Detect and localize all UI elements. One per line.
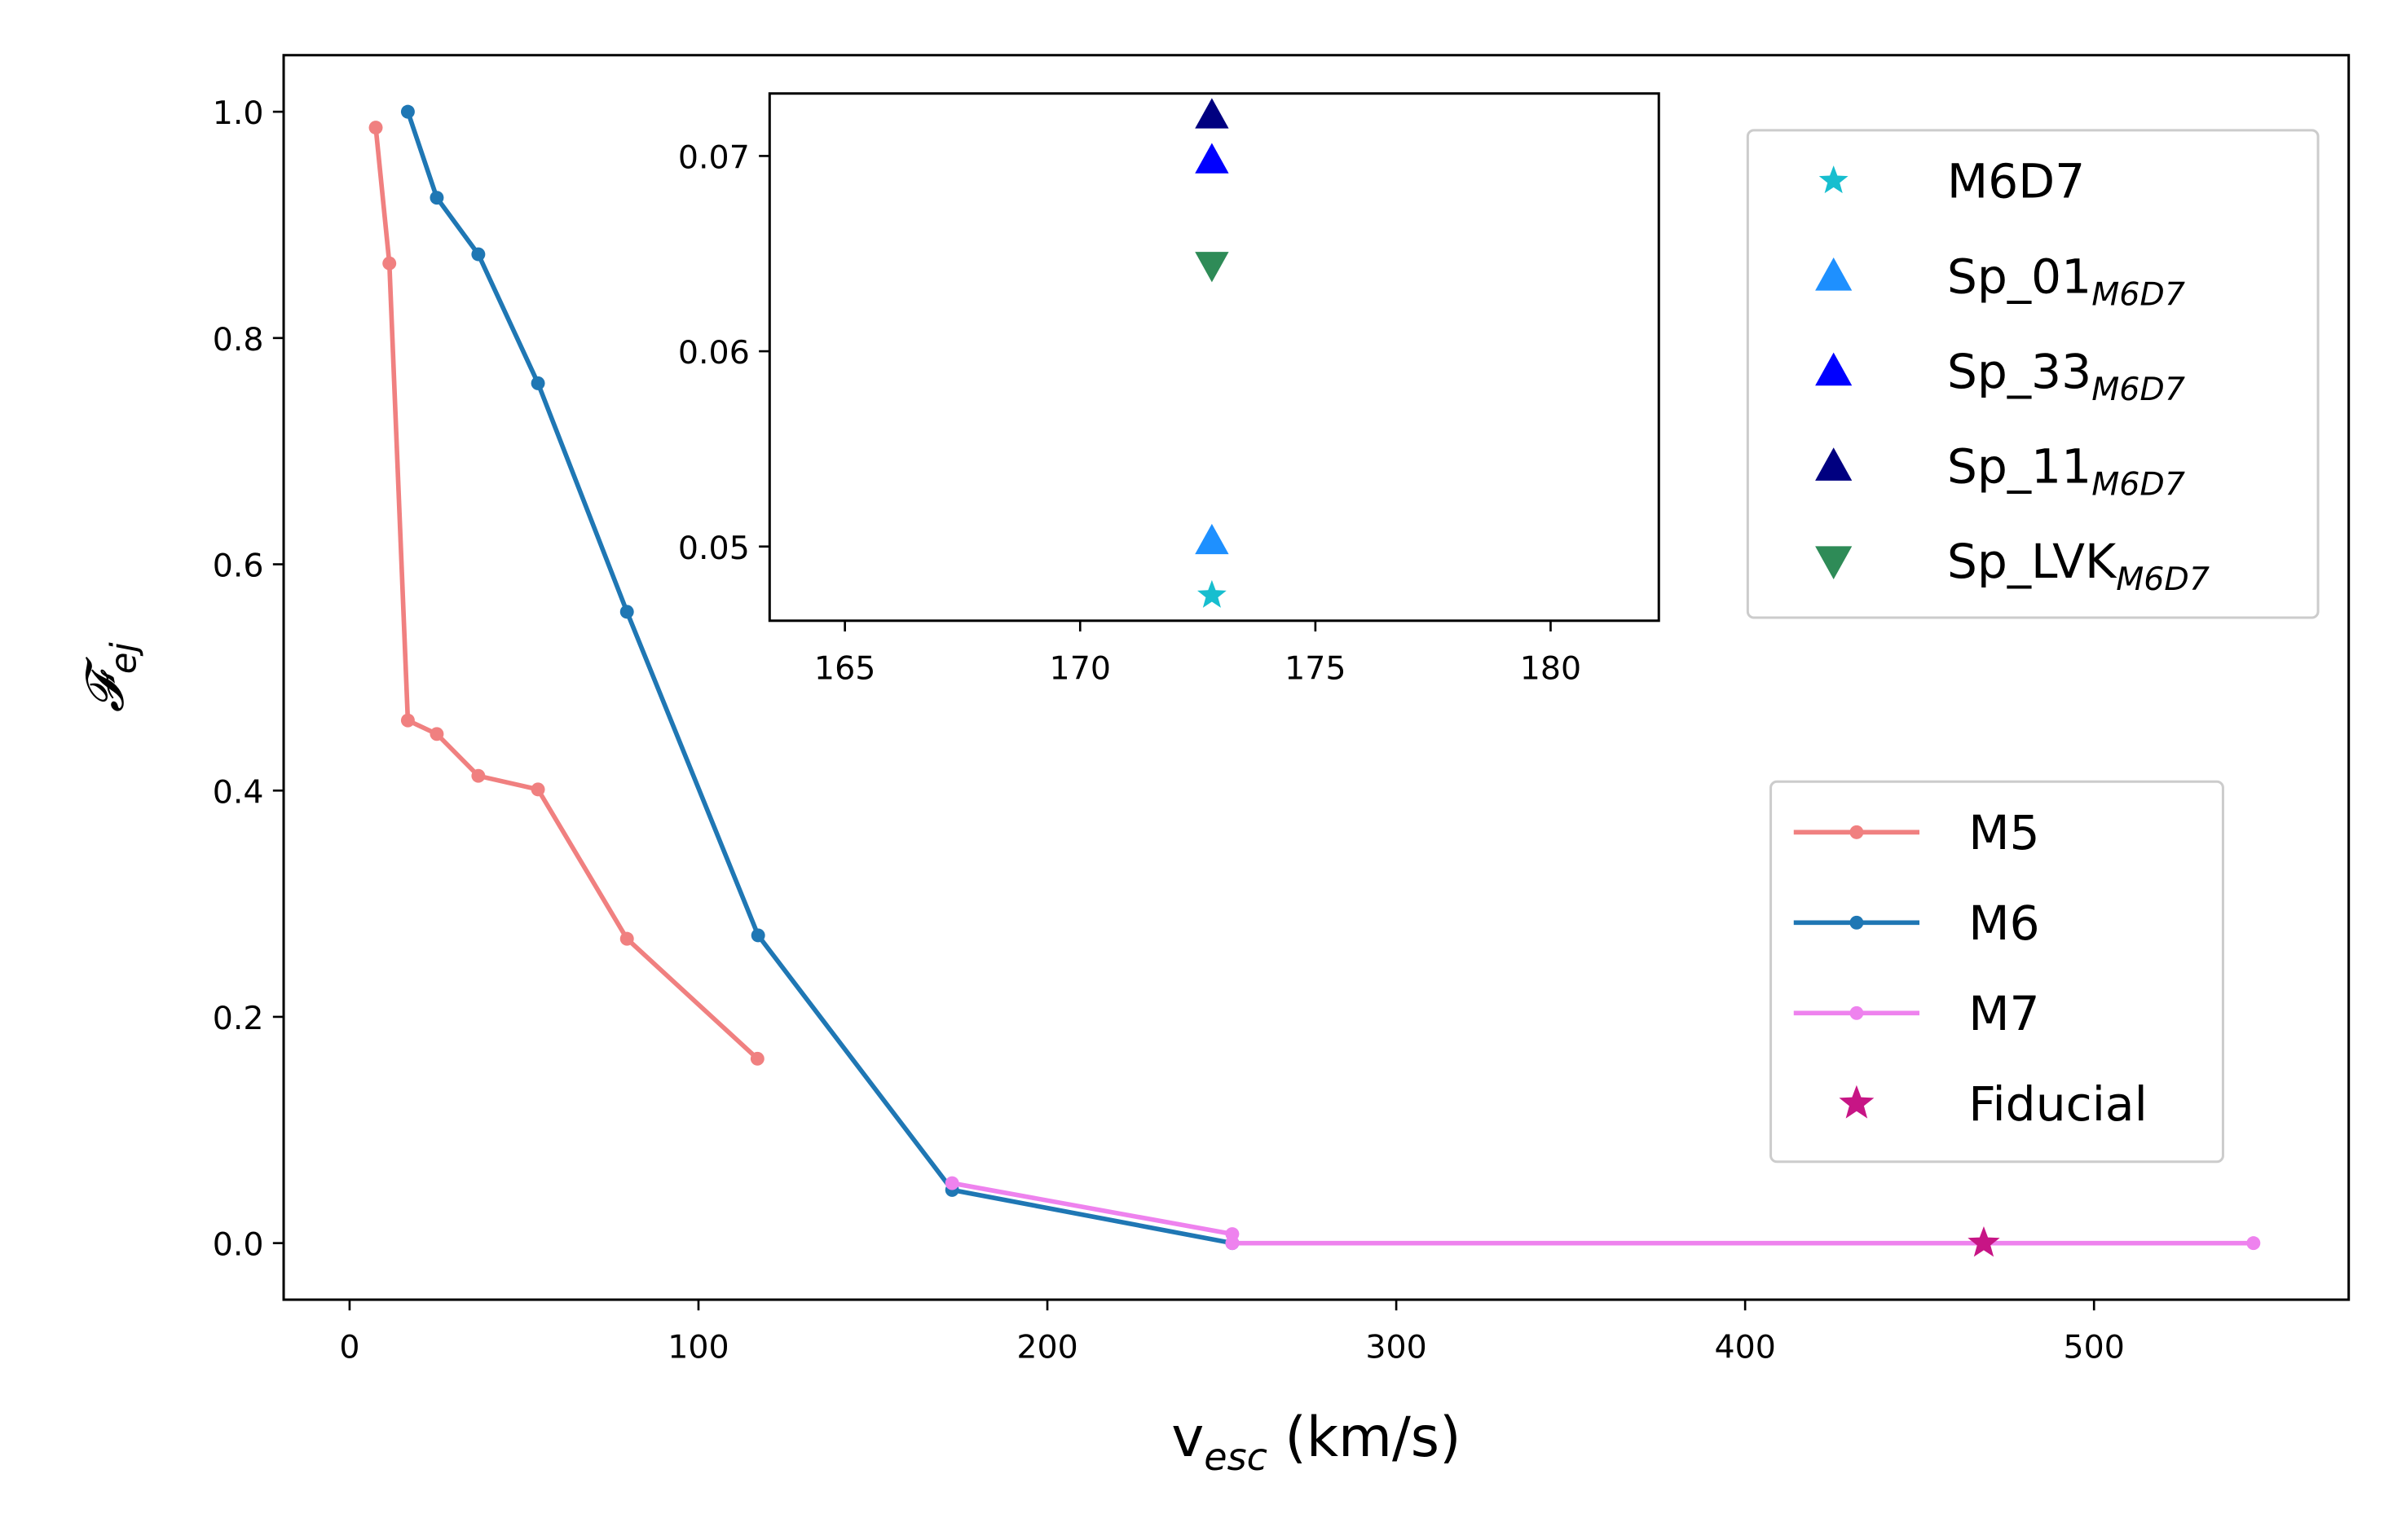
legend-label: Sp_01M6D7 [1947,249,2185,313]
legend-marker [1849,915,1864,930]
data-point [1195,143,1229,174]
legend-marker [1815,352,1853,386]
legend-label-sub: M6D7 [2116,561,2210,598]
data-point [2246,1236,2261,1251]
x-tick-label: 165 [814,649,875,687]
data-point [945,1176,959,1190]
data-point [400,713,415,728]
legend-label: Sp_11M6D7 [1947,439,2185,504]
legend-label-main: Sp_33 [1947,344,2091,399]
data-point [1195,252,1229,283]
data-point [531,376,545,390]
y-tick-label: 1.0 [213,95,264,132]
y-tick-label: 0.0 [213,1226,264,1264]
legend-label-sub: M6D7 [2091,371,2185,408]
legend-label: M6D7 [1947,154,2085,209]
x-tick-label: 500 [2064,1329,2125,1366]
x-tick-label: 300 [1365,1329,1426,1366]
y-tick-label: 0.8 [213,321,264,359]
legend-label-main: M6D7 [1947,154,2085,209]
data-point [531,782,545,797]
data-point [1197,579,1227,608]
legend-marker [1818,165,1849,194]
x-axis-label: vesc (km/s) [1171,1405,1461,1479]
legend-marker [1815,447,1853,481]
legend-label-sub: M6D7 [2091,275,2185,313]
y-axis-label: 𝓕ej [76,641,145,712]
legend-label-main: Fiducial [1968,1076,2148,1132]
legend-label: M6 [1968,895,2039,951]
legend-label: Sp_LVKM6D7 [1947,534,2210,598]
x-axis-label-sub: esc [1204,1435,1267,1479]
legend-label-main: M7 [1968,986,2039,1041]
legend-label-main: Sp_01 [1947,249,2091,304]
y-tick-label: 0.2 [213,1000,264,1037]
data-point [400,104,415,119]
series-line [405,111,1233,1246]
y-axis-label-sub: ej [104,641,145,674]
data-point [1968,1225,2000,1257]
x-tick-label: 0 [339,1329,359,1366]
data-point [1225,1236,1240,1251]
x-tick-label: 175 [1285,649,1346,687]
data-point [382,256,397,271]
legend [1746,129,2320,619]
x-tick-label: 400 [1714,1329,1775,1366]
data-point [368,121,383,135]
legend-marker [1815,546,1853,580]
data-point [1195,98,1229,129]
legend-label: Sp_33M6D7 [1947,344,2185,408]
y-tick-label: 0.6 [213,548,264,585]
data-point [471,768,486,783]
legend-label: Fiducial [1968,1076,2148,1132]
x-axis-label-suffix: (km/s) [1267,1405,1461,1469]
legend-marker [1849,1005,1864,1020]
legend-label-sub: M6D7 [2091,466,2185,504]
data-point [619,931,634,946]
legend-label: M5 [1968,805,2039,860]
data-point [619,605,634,619]
x-tick-label: 180 [1520,649,1581,687]
legend-label-main: Sp_11 [1947,439,2091,495]
legend-label-main: M6 [1968,895,2039,951]
x-tick-label: 200 [1016,1329,1077,1366]
x-tick-label: 170 [1050,649,1111,687]
legend-label: M7 [1968,986,2039,1041]
data-point [750,1051,765,1066]
y-tick-label: 0.06 [678,334,750,372]
x-axis-label-main: v [1171,1405,1204,1469]
data-point [430,727,444,741]
y-tick-label: 0.07 [678,139,750,176]
legend-marker [1849,825,1864,839]
legend-marker [1815,257,1853,291]
legend-marker [1839,1085,1875,1119]
data-point [751,928,765,943]
y-tick-label: 0.4 [213,773,264,811]
data-point [471,247,486,262]
x-tick-label: 100 [668,1329,729,1366]
data-point [1195,523,1229,555]
legend-label-main: Sp_LVK [1947,534,2117,589]
data-point [430,191,444,205]
legend-label-main: M5 [1968,805,2039,860]
y-tick-label: 0.05 [678,530,750,567]
series-line [373,127,760,1061]
legend [1769,780,2224,1164]
